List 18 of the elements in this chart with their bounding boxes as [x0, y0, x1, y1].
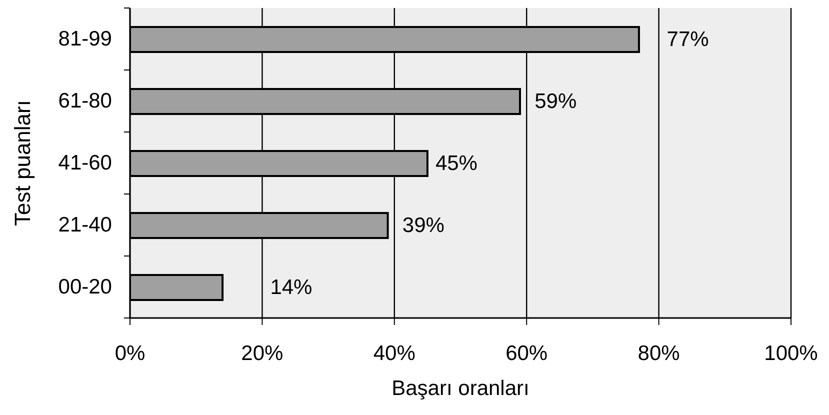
x-axis-title: Başarı oranları — [392, 377, 530, 400]
y-tick-label: 41-60 — [58, 152, 112, 174]
y-tick-label: 21-40 — [58, 214, 112, 236]
y-tick-label: 81-99 — [58, 28, 112, 50]
y-tick-label: 61-80 — [58, 90, 112, 112]
x-tick-label: 100% — [764, 342, 818, 365]
x-tick-label: 0% — [114, 342, 146, 365]
data-label: 45% — [435, 152, 478, 175]
data-label: 59% — [534, 90, 577, 113]
x-tick-label: 80% — [638, 342, 680, 365]
y-tick-label: 00-20 — [58, 276, 112, 298]
x-tick-label: 60% — [506, 342, 548, 365]
x-tick-label: 20% — [241, 342, 284, 365]
y-axis-title: Test puanları — [10, 100, 34, 226]
x-tick-label: 40% — [373, 342, 416, 365]
data-label: 77% — [666, 28, 709, 51]
data-label: 14% — [270, 276, 312, 299]
data-label: 39% — [402, 214, 444, 237]
